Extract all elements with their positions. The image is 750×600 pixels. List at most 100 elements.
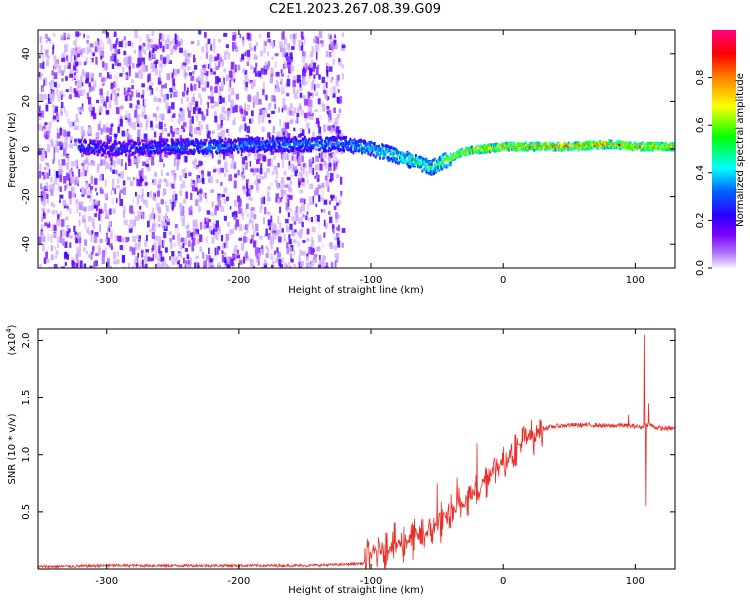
spectrogram-cell: [359, 148, 362, 152]
spectrogram-cell: [186, 254, 190, 259]
spectrogram-cell: [95, 149, 98, 153]
spectrogram-cell: [141, 111, 145, 118]
spectrogram-cell: [300, 149, 303, 153]
spectrogram-cell: [82, 149, 85, 153]
spectrogram-cell: [100, 55, 103, 60]
spectrogram-cell: [93, 140, 96, 144]
spectrogram-cell: [181, 114, 185, 122]
spectrogram-cell: [279, 149, 282, 153]
spectrogram-cell: [296, 112, 300, 118]
spectrogram-cell: [143, 67, 146, 73]
spectrogram-cell: [423, 161, 426, 165]
spectrogram-cell: [43, 79, 46, 86]
spectrogram-cell: [446, 163, 449, 167]
spectrogram-cell: [325, 62, 329, 67]
spectrogram-cell: [651, 146, 654, 150]
spectrogram-cell: [580, 147, 583, 151]
spectrogram-cell: [114, 140, 117, 144]
spectrogram-cell: [245, 224, 248, 230]
spectrogram-cell: [38, 105, 41, 109]
spectrogram-cell: [155, 264, 158, 268]
spectrogram-cell: [426, 162, 429, 166]
spectrogram-cell: [201, 145, 204, 149]
spectrogram-cell: [246, 183, 249, 190]
spectrogram-cell: [249, 42, 252, 51]
spectrogram-cell: [44, 222, 48, 227]
spectrogram-cell: [47, 162, 50, 170]
snr-series-line: [38, 334, 675, 569]
spectrogram-cell: [240, 150, 243, 157]
spectrogram-cell: [64, 110, 69, 118]
spectrogram-cell: [140, 265, 143, 268]
spectrogram-cell: [251, 110, 254, 117]
spectrogram-cell: [426, 166, 429, 170]
spectrogram-cell: [105, 32, 110, 39]
spectrogram-cell: [318, 126, 322, 135]
spectrogram-cell: [136, 179, 141, 187]
spectrogram-cell: [410, 159, 413, 163]
spectrogram-cell: [201, 71, 204, 78]
spectrogram-cell: [197, 178, 201, 184]
spectrogram-cell: [207, 130, 211, 134]
spectrogram-cell: [153, 44, 158, 52]
spectrogram-cell: [231, 71, 235, 79]
spectrogram-cell: [329, 241, 334, 249]
spectrogram-cell: [335, 253, 339, 261]
spectrogram-cell: [224, 143, 227, 147]
spectrogram-cell: [412, 164, 415, 168]
spectrogram-cell: [101, 258, 105, 264]
spectrogram-cell: [310, 82, 313, 91]
spectrogram-cell: [259, 235, 263, 240]
spectrogram-cell: [256, 149, 259, 153]
spectrogram-cell: [177, 153, 181, 160]
spectrogram-cell: [162, 188, 165, 196]
spectrogram-cell: [189, 142, 192, 146]
spectrogram-cell: [221, 97, 225, 103]
spectrogram-cell: [345, 142, 348, 146]
spectrogram-cell: [180, 237, 185, 243]
spectrogram-cell: [94, 200, 97, 206]
spectrogram-cell: [41, 207, 45, 212]
spectrogram-cell: [285, 218, 289, 224]
spectrogram-cell: [100, 40, 104, 48]
spectrogram-cell: [74, 120, 76, 126]
spectrogram-cell: [233, 78, 236, 83]
spectrogram-cell: [478, 151, 481, 155]
spectrogram-cell: [99, 224, 101, 233]
spectrogram-cell: [135, 105, 138, 110]
spectrogram-cell: [192, 107, 196, 114]
spectrogram-cell: [112, 90, 116, 95]
spectrogram-cell: [246, 141, 249, 145]
spectrogram-cell: [234, 138, 237, 142]
spectrogram-cell: [95, 252, 99, 257]
spectrogram-cell: [157, 223, 161, 227]
spectrogram-cell: [191, 237, 196, 246]
spectrogram-cell: [159, 113, 163, 118]
spectrogram-cell: [324, 92, 327, 99]
spectrogram-cell: [73, 65, 75, 70]
spectrogram-cell: [94, 232, 99, 237]
spectrogram-cell: [85, 149, 87, 153]
spectrogram-cell: [125, 75, 128, 79]
spectrogram-cell: [41, 73, 44, 77]
spectrogram-cell: [58, 169, 63, 175]
spectrogram-cell: [599, 144, 602, 148]
spectrogram-cell: [144, 239, 148, 247]
spectrogram-cell: [302, 251, 306, 256]
spectrogram-cell: [214, 62, 217, 71]
spectrogram-cell: [173, 158, 176, 167]
spectrogram-cell: [223, 77, 225, 85]
spectrogram-cell: [86, 148, 89, 152]
spectrogram-cell: [86, 92, 90, 100]
spectrogram-cell: [107, 173, 109, 181]
spectrogram-cell: [116, 158, 121, 165]
spectrogram-cell: [252, 150, 255, 154]
spectrogram-cell: [67, 207, 69, 212]
spectrogram-cell: [451, 156, 454, 160]
spectrogram-cell: [657, 143, 659, 147]
spectrogram-cell: [215, 235, 219, 241]
spectrogram-cell: [242, 68, 245, 73]
spectrogram-cell: [69, 69, 74, 76]
spectrogram-cell: [592, 140, 595, 144]
spectrogram-cell: [305, 262, 310, 268]
